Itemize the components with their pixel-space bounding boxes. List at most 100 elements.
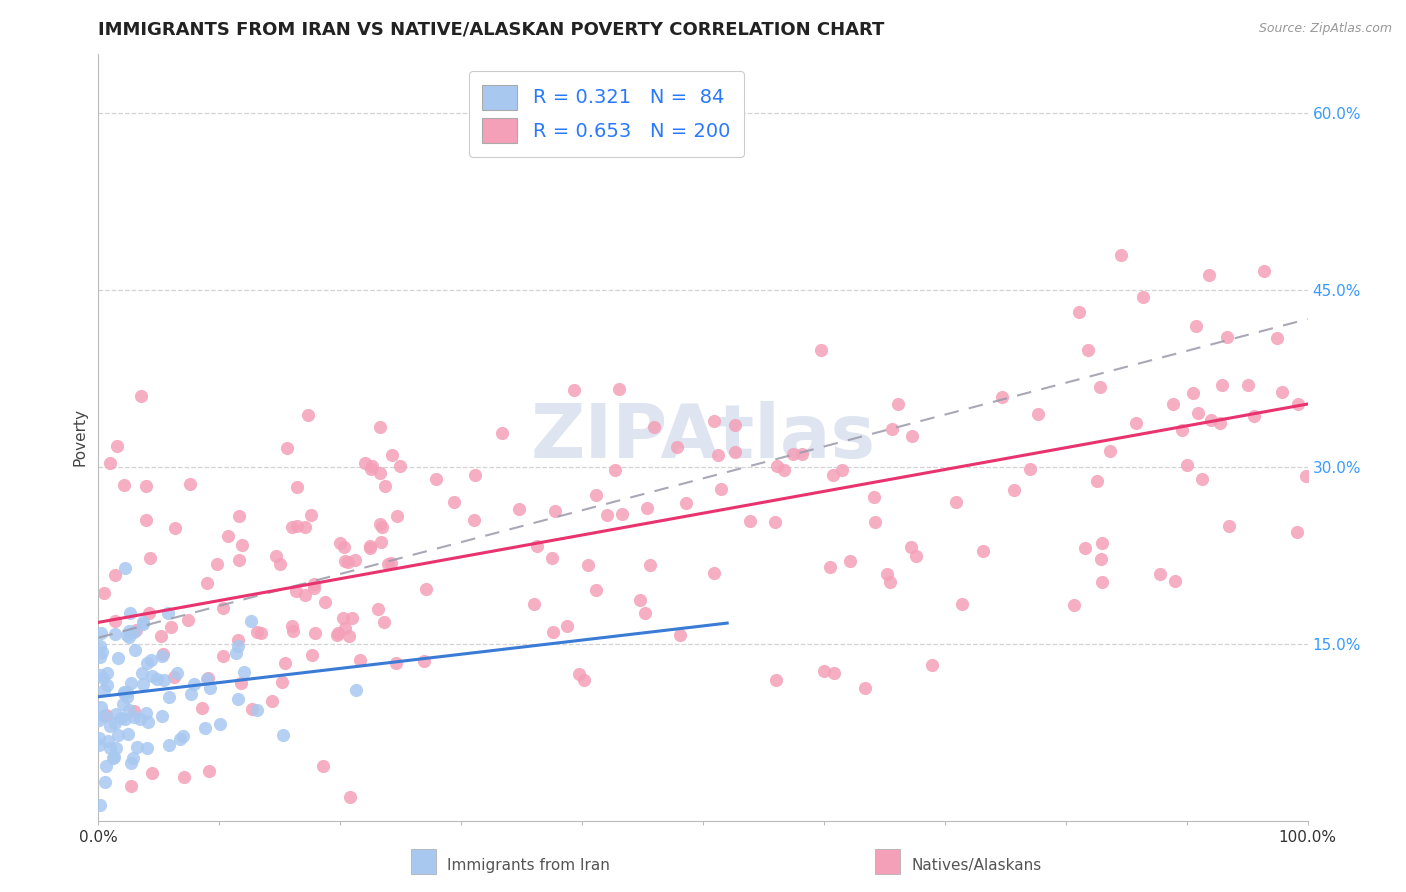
Point [115,628,138,642]
Point [1265,331,1288,345]
Point [120,779,142,793]
Point [669,627,692,641]
Legend: R = 0.321   N =  84, R = 0.653   N = 200: R = 0.321 N = 84, R = 0.653 N = 200 [468,70,744,157]
Point [381,448,404,462]
Point [103,751,125,765]
Point [141,653,163,667]
Point [415,582,437,596]
Point [107,727,129,741]
Point [91,645,114,659]
Point [136,740,159,755]
Point [157,690,180,704]
Point [1026,408,1049,422]
Point [707,449,730,463]
Point [1018,462,1040,476]
Point [89,731,111,745]
Point [173,771,195,785]
Point [246,624,269,639]
Point [443,495,465,509]
Point [139,551,162,566]
Point [129,389,152,403]
Point [128,712,150,726]
Point [150,708,173,723]
Point [839,554,862,568]
Point [264,549,287,563]
Point [605,463,627,477]
Point [228,553,250,567]
Point [368,419,391,434]
Point [90,699,112,714]
Point [831,463,853,477]
Point [299,508,322,523]
Point [141,766,163,780]
Point [1077,343,1099,357]
Point [90,626,112,640]
Point [367,602,389,616]
Text: ZIPAtlas: ZIPAtlas [530,401,876,474]
Point [93,709,115,723]
Point [790,446,813,460]
Point [464,468,486,483]
Point [87,714,110,728]
Point [1099,443,1122,458]
Point [887,397,910,411]
Point [269,557,291,571]
Point [1187,406,1209,420]
Point [169,732,191,747]
Point [333,541,356,555]
Point [412,654,434,668]
Point [353,456,375,470]
Point [294,520,316,534]
Point [607,382,630,396]
Point [370,517,392,532]
Point [972,544,994,558]
Point [562,383,585,397]
Point [612,508,634,522]
Point [260,694,283,708]
Point [179,477,201,491]
Point [508,501,530,516]
Point [122,710,145,724]
Point [385,656,408,670]
Point [207,557,229,571]
Point [1185,318,1208,333]
Point [1090,379,1112,393]
Point [710,483,733,497]
Point [541,551,564,566]
Point [1067,305,1090,319]
Point [342,611,364,625]
Point [103,627,125,641]
Point [326,625,349,640]
Point [157,606,180,620]
Point [339,790,361,805]
Point [572,673,595,688]
Point [703,566,725,581]
Point [1091,575,1114,590]
Point [93,683,115,698]
Point [370,535,392,549]
Point [1209,416,1232,430]
Point [228,509,250,524]
Point [1243,409,1265,423]
Point [1111,248,1133,262]
Point [526,539,548,553]
Point [105,439,128,453]
Point [124,705,146,719]
Point [1163,397,1185,411]
Point [853,681,876,695]
Point [117,727,139,741]
Point [304,626,326,640]
Point [557,619,579,633]
Point [149,629,172,643]
Point [900,540,922,554]
Point [634,606,657,620]
Point [226,633,249,648]
Point [1149,566,1171,581]
Point [1002,483,1025,498]
Point [193,721,215,735]
Text: Source: ZipAtlas.com: Source: ZipAtlas.com [1258,22,1392,36]
Point [766,458,789,473]
Point [198,764,221,779]
Point [250,626,273,640]
Point [211,601,233,615]
